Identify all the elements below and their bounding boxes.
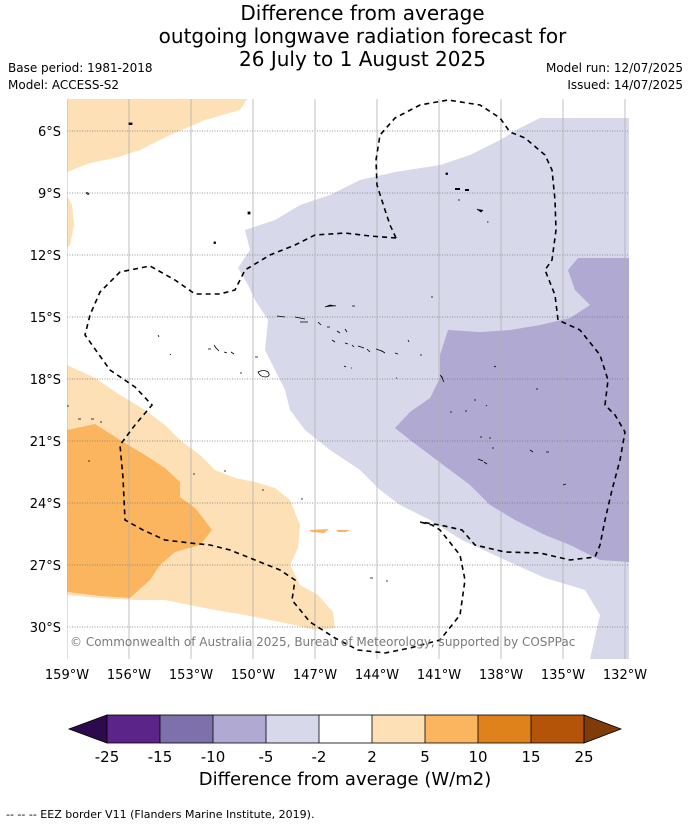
colorbar-swatch [213,715,266,743]
model-info: Base period: 1981-2018 Model: ACCESS-S2 [8,60,153,94]
map-plot-area [67,99,629,659]
anomaly-region-n10-n5 [395,258,629,562]
colorbar-tick: 25 [574,748,593,766]
lon-label-132w: 132°W [603,668,647,683]
lon-label-141w: 141°W [417,668,461,683]
lat-axis-labels: 6°S 9°S 12°S 15°S 18°S 21°S 24°S 27°S 30… [30,125,61,636]
lat-label-27s: 27°S [30,559,61,574]
title-line-2: outgoing longwave radiation forecast for [158,24,567,48]
lat-label-21s: 21°S [30,435,61,450]
lon-label-156w: 156°W [107,668,151,683]
lat-label-12s: 12°S [30,249,61,264]
colorbar-extend-max [583,714,623,744]
colorbar-swatch [107,715,160,743]
colorbar-tick: 15 [521,748,540,766]
eez-border-cook-islands [84,232,466,654]
lat-label-30s: 30°S [30,621,61,636]
base-period: Base period: 1981-2018 [8,61,153,75]
copyright-text: © Commonwealth of Australia 2025, Bureau… [70,635,575,649]
lon-label-144w: 144°W [355,668,399,683]
colorbar-tick-labels: -25 -15 -10 -5 -2 2 5 10 15 25 [95,748,594,766]
islands [67,122,567,582]
title-line-3: 26 July to 1 August 2025 [239,47,486,71]
colorbar-swatch [478,715,531,743]
island-outlines [257,370,270,378]
lon-axis-labels: 159°W 156°W 153°W 150°W 147°W 144°W 141°… [45,668,647,683]
colorbar-extend-min [67,714,108,744]
lon-label-159w: 159°W [45,668,89,683]
title-line-1: Difference from average [240,1,485,25]
lat-label-9s: 9°S [38,187,61,202]
colorbar-tick: 5 [420,748,430,766]
colorbar-swatch [160,715,213,743]
anomaly-region-p2-p5-north [67,99,247,172]
eez-legend-note: -- -- -- EEZ border V11 (Flanders Marine… [6,808,315,821]
colorbar-dividers [106,714,585,744]
lat-label-15s: 15°S [30,311,61,326]
eez-border-french-polynesia [375,99,626,561]
colorbar-swatch [425,715,478,743]
model-run-date: Model run: 12/07/2025 [545,61,683,75]
lon-label-150w: 150°W [231,668,275,683]
colorbar-tick: 10 [468,748,487,766]
lat-label-18s: 18°S [30,373,61,388]
anomaly-streak [309,529,329,533]
colorbar-tick: -10 [201,748,226,766]
colorbar-tick: -15 [148,748,173,766]
graticule [67,130,629,628]
issued-date: Issued: 14/07/2025 [567,78,683,92]
eez-borders [84,99,626,654]
lat-label-24s: 24°S [30,497,61,512]
colorbar-tick: -5 [259,748,274,766]
colorbar-tick: -25 [95,748,120,766]
colorbar-tick: -2 [312,748,327,766]
colorbar-tick: 2 [367,748,377,766]
meridians [67,99,626,659]
map-title: Difference from average outgoing longwav… [0,2,690,71]
anomaly-streak [336,530,350,532]
colorbar-title: Difference from average (W/m2) [198,769,492,790]
anomaly-region-p5-p10 [67,424,212,598]
lon-label-153w: 153°W [169,668,213,683]
lat-label-6s: 6°S [38,125,61,140]
lon-label-138w: 138°W [479,668,523,683]
lon-label-147w: 147°W [293,668,337,683]
run-info: Model run: 12/07/2025 Issued: 14/07/2025 [546,60,683,94]
colorbar-swatch [266,715,319,743]
colorbar-swatch [372,715,425,743]
anomaly-region-p2-p5-west-sliver [67,196,74,248]
lon-label-135w: 135°W [541,668,585,683]
colorbar-swatch [531,715,584,743]
colorbar-swatch [319,715,372,743]
model-name: Model: ACCESS-S2 [8,78,120,92]
colorbar: -25 -15 -10 -5 -2 2 5 10 15 25 [67,714,623,766]
